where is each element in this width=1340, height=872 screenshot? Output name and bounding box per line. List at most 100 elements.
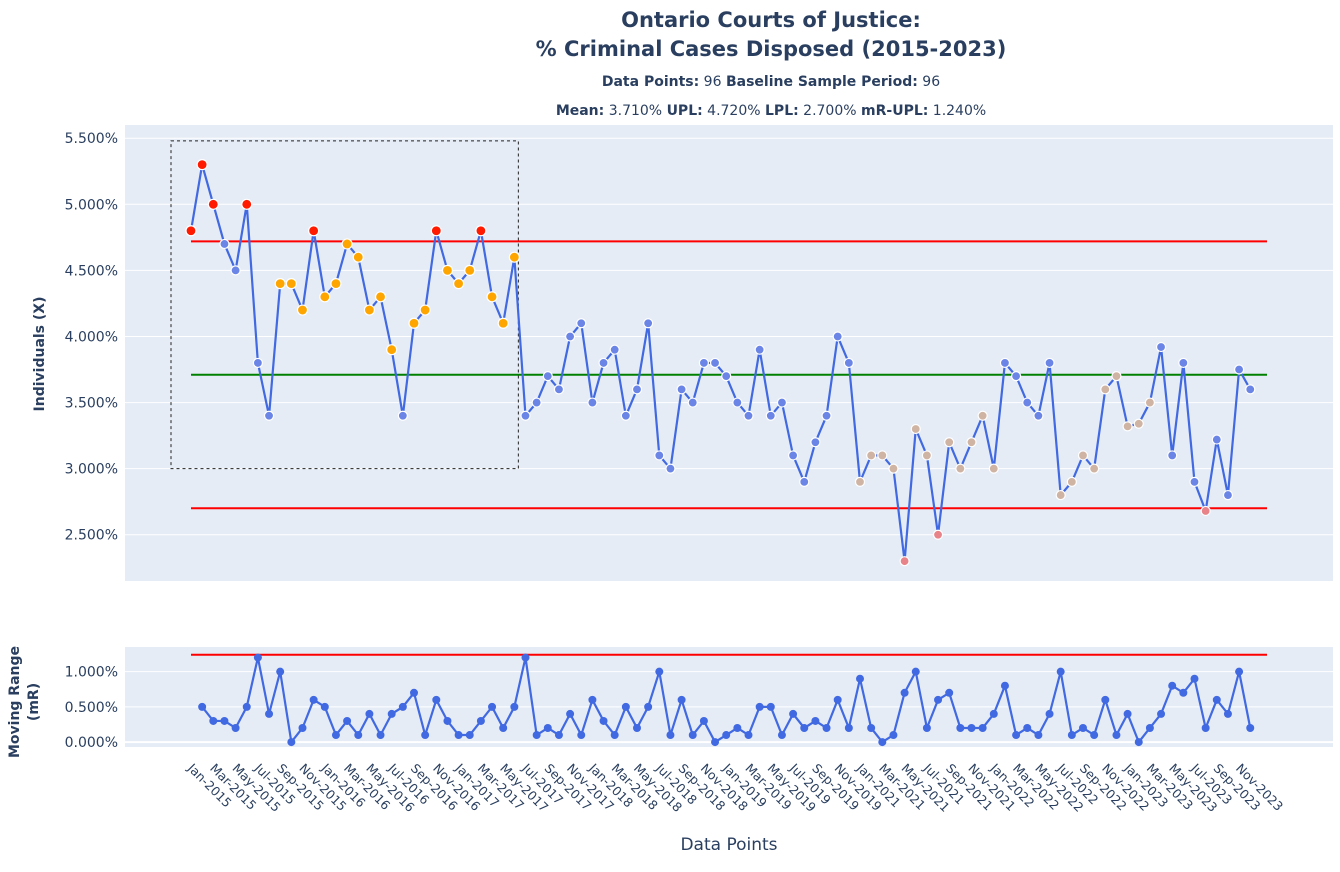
individuals-point xyxy=(776,397,788,408)
individuals-point xyxy=(497,317,509,329)
moving-range-point xyxy=(621,702,630,711)
individuals-point xyxy=(475,225,487,237)
individuals-point xyxy=(352,251,364,263)
individuals-point xyxy=(921,450,933,461)
moving-range-point xyxy=(543,723,552,732)
individuals-point xyxy=(743,410,754,421)
moving-range-point xyxy=(811,716,820,725)
individuals-point xyxy=(363,304,375,316)
individuals-point xyxy=(1155,341,1167,353)
moving-range-point xyxy=(644,702,653,711)
individuals-point xyxy=(832,331,843,342)
moving-range-point xyxy=(465,731,474,740)
individuals-point xyxy=(643,318,654,329)
moving-range-point xyxy=(554,731,563,740)
moving-range-point xyxy=(1045,709,1054,718)
moving-range-point xyxy=(398,702,407,711)
moving-range-point xyxy=(421,731,430,740)
individuals-point xyxy=(966,437,977,448)
moving-range-point xyxy=(766,702,775,711)
moving-range-point xyxy=(566,709,575,718)
individuals-point xyxy=(754,344,765,355)
moving-range-y-ticks: 1.000% 0.500% 0.000% xyxy=(65,665,118,751)
moving-range-point xyxy=(365,709,374,718)
individuals-point xyxy=(508,251,520,263)
individuals-point xyxy=(821,410,832,421)
individuals-y-tick-label: 5.500% xyxy=(65,131,118,147)
moving-range-point xyxy=(331,731,340,740)
moving-range-point xyxy=(610,731,619,740)
moving-range-point xyxy=(1179,688,1188,697)
moving-range-point xyxy=(1235,667,1244,676)
moving-range-point xyxy=(443,716,452,725)
individuals-point xyxy=(1245,384,1256,395)
individuals-point xyxy=(1222,489,1234,501)
individuals-point xyxy=(520,410,531,421)
individuals-point xyxy=(1089,463,1100,474)
moving-range-y-tick-label: 0.500% xyxy=(65,700,118,716)
moving-range-point xyxy=(309,695,318,704)
individuals-point xyxy=(709,357,721,369)
individuals-point xyxy=(955,463,966,474)
individuals-point xyxy=(230,265,241,276)
individuals-point xyxy=(576,318,587,329)
individuals-point xyxy=(665,463,676,474)
moving-range-point xyxy=(1012,731,1021,740)
moving-range-point xyxy=(1112,731,1121,740)
individuals-point xyxy=(386,344,398,356)
individuals-point xyxy=(553,384,565,395)
moving-range-point xyxy=(1201,723,1210,732)
individuals-point xyxy=(854,476,866,487)
individuals-point xyxy=(1022,397,1033,408)
individuals-plot-area xyxy=(125,125,1333,581)
moving-range-point xyxy=(711,738,720,747)
individuals-point xyxy=(319,291,331,303)
individuals-point xyxy=(464,264,476,276)
moving-range-point xyxy=(956,723,965,732)
moving-range-point xyxy=(320,702,329,711)
moving-range-point xyxy=(1223,709,1232,718)
individuals-y-tick-label: 3.000% xyxy=(65,462,118,478)
moving-range-point xyxy=(298,723,307,732)
moving-range-point xyxy=(287,738,296,747)
moving-range-point xyxy=(242,702,251,711)
moving-range-points xyxy=(198,653,1255,747)
individuals-point xyxy=(676,384,687,395)
moving-range-point xyxy=(967,723,976,732)
individuals-point xyxy=(687,397,698,408)
moving-range-point xyxy=(844,723,853,732)
moving-range-point xyxy=(410,688,418,697)
moving-range-point xyxy=(1034,731,1043,740)
moving-range-point xyxy=(878,738,887,747)
individuals-point xyxy=(1133,418,1144,429)
individuals-y-tick-label: 3.500% xyxy=(65,396,118,412)
individuals-point xyxy=(274,278,286,290)
individuals-point xyxy=(419,304,431,316)
individuals-point xyxy=(1189,476,1200,487)
individuals-point xyxy=(252,357,263,369)
individuals-point xyxy=(721,371,732,382)
individuals-point xyxy=(732,397,743,408)
moving-range-point xyxy=(945,688,954,697)
moving-range-point xyxy=(1145,723,1154,732)
moving-range-plot-area xyxy=(125,647,1333,747)
individuals-gridlines xyxy=(125,137,1333,536)
individuals-point xyxy=(843,357,854,369)
moving-range-point xyxy=(231,723,240,732)
individuals-point xyxy=(1100,384,1111,395)
moving-range-point xyxy=(387,709,396,718)
individuals-point xyxy=(598,357,609,369)
moving-range-point xyxy=(209,716,218,725)
moving-range-point xyxy=(1023,723,1032,732)
individuals-points xyxy=(185,159,1256,567)
individuals-point xyxy=(196,159,208,171)
individuals-point xyxy=(531,397,542,408)
moving-range-point xyxy=(867,723,876,732)
moving-range-point xyxy=(354,731,363,740)
individuals-point xyxy=(207,198,219,210)
individuals-point xyxy=(564,331,576,342)
individuals-point xyxy=(1178,357,1189,369)
individuals-point xyxy=(1122,421,1133,432)
individuals-point xyxy=(988,463,999,474)
